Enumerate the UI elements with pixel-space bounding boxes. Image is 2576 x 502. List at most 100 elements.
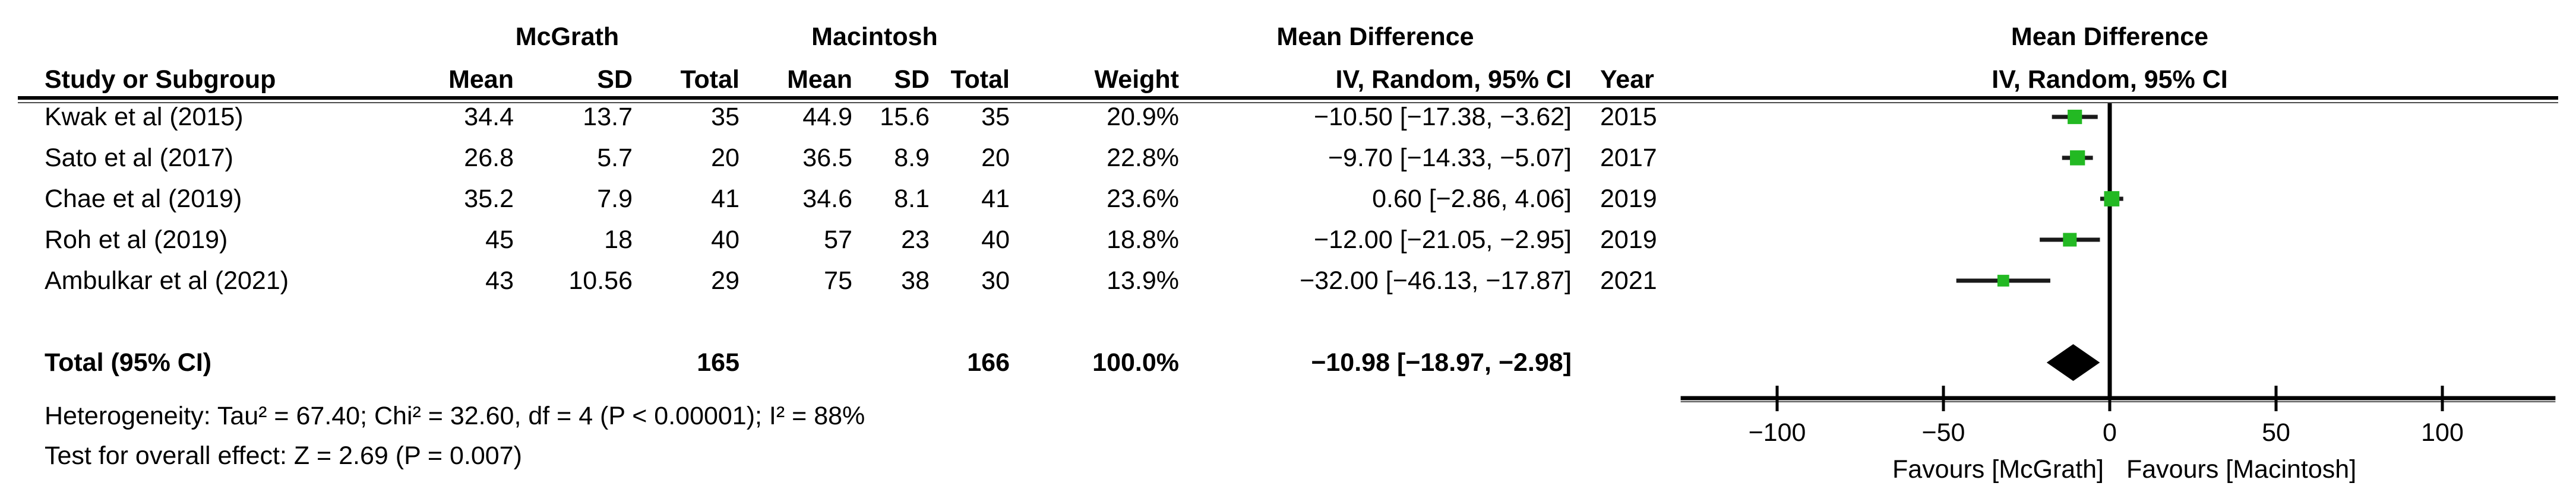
overall-effect-note: Test for overall effect: Z = 2.69 (P = 0… [45,441,522,470]
study-year: 2019 [1600,185,1657,213]
control-total: 30 [981,266,1010,295]
group-header-experimental: McGrath [515,23,619,51]
study-row: Sato et al (2017) 26.8 5.7 20 36.5 8.9 2… [45,138,1663,177]
total-empty-sd2 [852,343,930,382]
study-weight: 23.6% [1107,185,1179,213]
total-row: Total (95% CI) 165 166 100.0% −10.98 [−1… [45,343,1663,382]
total-empty-sd1 [514,343,633,382]
effect-square [2104,191,2120,206]
favours-right-label: Favours [Macintosh] [2126,455,2356,484]
total-label: Total (95% CI) [45,348,212,377]
study-ci-text: −32.00 [−46.13, −17.87] [1300,266,1572,295]
study-row: Ambulkar et al (2021) 43 10.56 29 75 38 … [45,261,1663,300]
control-sd: 8.9 [894,144,930,172]
total-weight: 100.0% [1092,348,1179,377]
study-weight: 20.9% [1107,103,1179,131]
heterogeneity-note: Heterogeneity: Tau² = 67.40; Chi² = 32.6… [45,402,865,430]
study-name: Chae et al (2019) [45,185,242,213]
experimental-total: 20 [711,144,739,172]
group-header-spacer [45,17,395,56]
group-header-control: Macintosh [811,23,938,51]
study-name: Sato et al (2017) [45,144,233,172]
experimental-total: 29 [711,266,739,295]
experimental-total: 41 [711,185,739,213]
experimental-total: 35 [711,103,739,131]
study-name: Kwak et al (2015) [45,103,244,131]
control-mean: 57 [824,225,852,254]
control-total: 35 [981,103,1010,131]
study-year: 2015 [1600,103,1657,131]
experimental-total: 40 [711,225,739,254]
study-year: 2017 [1600,144,1657,172]
total-ci: −10.98 [−18.97, −2.98] [1311,348,1572,377]
experimental-sd: 10.56 [568,266,633,295]
experimental-mean: 26.8 [464,144,514,172]
study-ci-text: −10.50 [−17.38, −3.62] [1314,103,1572,131]
experimental-mean: 35.2 [464,185,514,213]
experimental-mean: 43 [485,266,514,295]
control-total: 40 [981,225,1010,254]
study-name: Roh et al (2019) [45,225,228,254]
x-axis-tick-label: 50 [2262,418,2290,447]
experimental-mean: 45 [485,225,514,254]
col-header-total-experimental: Total [680,65,739,94]
col-header-mean-experimental: Mean [448,65,514,94]
plot-header-subtitle: IV, Random, 95% CI [1992,65,2228,94]
total-diamond [2046,344,2100,381]
col-header-sd-control: SD [894,65,930,94]
table-column-header-row: Study or Subgroup Mean SD Total Mean SD … [45,60,1663,99]
control-mean: 75 [824,266,852,295]
study-ci-text: −12.00 [−21.05, −2.95] [1314,225,1572,254]
col-header-year: Year [1600,65,1654,94]
effect-square [1997,275,2009,287]
study-weight: 18.8% [1107,225,1179,254]
total-empty-year [1572,343,1663,382]
table-group-header-row: McGrath Macintosh Mean Difference [45,17,1663,56]
study-weight: 13.9% [1107,266,1179,295]
study-ci-text: 0.60 [−2.86, 4.06] [1372,185,1572,213]
header-separator-rule [18,96,2558,103]
favours-left-label: Favours [McGrath] [1892,455,2104,484]
experimental-sd: 13.7 [583,103,633,131]
group-header-effect: Mean Difference [1276,23,1474,51]
col-header-total-control: Total [950,65,1010,94]
col-header-ci: IV, Random, 95% CI [1335,65,1572,94]
study-weight: 22.8% [1107,144,1179,172]
study-ci-text: −9.70 [−14.33, −5.07] [1327,144,1572,172]
col-header-mean-control: Mean [787,65,852,94]
x-axis-tick-label: −50 [1922,418,1965,447]
study-year: 2021 [1600,266,1657,295]
study-row: Chae et al (2019) 35.2 7.9 41 34.6 8.1 4… [45,179,1663,218]
control-sd: 15.6 [880,103,930,131]
x-axis-tick-label: −100 [1749,418,1806,447]
total-empty-mean2 [739,343,852,382]
plot-header-title: Mean Difference [2011,23,2209,51]
effect-square [2068,109,2082,125]
x-axis-tick-label: 100 [2421,418,2464,447]
col-header-sd-experimental: SD [597,65,633,94]
experimental-mean: 34.4 [464,103,514,131]
control-mean: 34.6 [802,185,852,213]
experimental-sd: 5.7 [597,144,633,172]
control-sd: 8.1 [894,185,930,213]
experimental-sd: 18 [604,225,633,254]
control-sd: 38 [901,266,930,295]
control-mean: 36.5 [802,144,852,172]
effect-square [2063,233,2077,247]
effect-square [2070,150,2085,166]
control-sd: 23 [901,225,930,254]
study-year: 2019 [1600,225,1657,254]
control-total: 20 [981,144,1010,172]
control-mean: 44.9 [802,103,852,131]
col-header-study: Study or Subgroup [45,65,276,94]
total-n-control: 166 [967,348,1010,377]
control-total: 41 [981,185,1010,213]
study-name: Ambulkar et al (2021) [45,266,289,295]
total-n-experimental: 165 [697,348,739,377]
experimental-sd: 7.9 [597,185,633,213]
total-empty-mean1 [395,343,514,382]
study-row: Kwak et al (2015) 34.4 13.7 35 44.9 15.6… [45,97,1663,136]
study-row: Roh et al (2019) 45 18 40 57 23 40 18.8%… [45,220,1663,259]
